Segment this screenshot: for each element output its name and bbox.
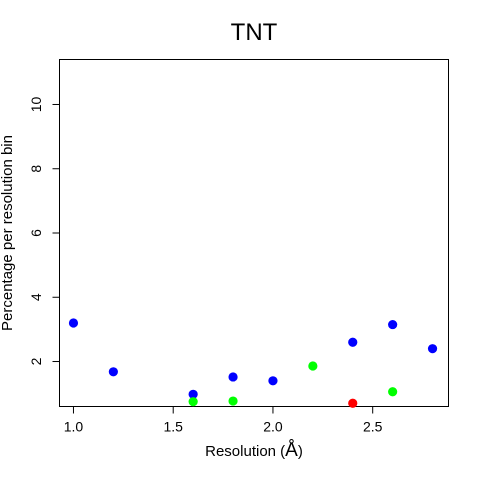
- y-axis-label: Percentage per resolution bin: [0, 135, 16, 331]
- data-point: [188, 397, 198, 407]
- plot-area: [59, 59, 449, 407]
- y-tick-label: 2: [28, 357, 44, 365]
- x-axis-label: Resolution (Å): [205, 440, 303, 461]
- y-tick-label: 8: [28, 165, 44, 173]
- y-tick-label: 10: [28, 96, 44, 112]
- x-axis-label-suffix: ): [298, 443, 303, 460]
- y-axis: 2 4 6 8 10: [28, 96, 60, 365]
- data-point: [228, 396, 238, 406]
- data-points: [68, 318, 438, 408]
- data-point: [388, 319, 398, 330]
- data-point: [108, 367, 118, 377]
- data-point: [308, 361, 318, 371]
- data-point: [348, 337, 358, 347]
- y-tick-label: 4: [28, 293, 44, 301]
- x-axis-label-text: Resolution (: [205, 443, 285, 460]
- x-tick-label: 1.0: [64, 419, 84, 435]
- x-axis: 1.0 1.5 2.0 2.5: [64, 406, 383, 435]
- x-axis-label-unit: Å: [285, 440, 298, 461]
- x-tick-label: 2.5: [363, 419, 383, 435]
- data-point: [68, 318, 79, 328]
- data-point: [188, 389, 198, 399]
- data-point: [427, 344, 438, 354]
- chart-title: TNT: [231, 19, 278, 46]
- data-point: [348, 398, 358, 408]
- data-point: [268, 376, 278, 386]
- data-point: [228, 372, 238, 382]
- data-point: [388, 387, 398, 397]
- x-tick-label: 2.0: [263, 419, 283, 435]
- x-tick-label: 1.5: [163, 419, 183, 435]
- y-tick-label: 6: [28, 229, 44, 237]
